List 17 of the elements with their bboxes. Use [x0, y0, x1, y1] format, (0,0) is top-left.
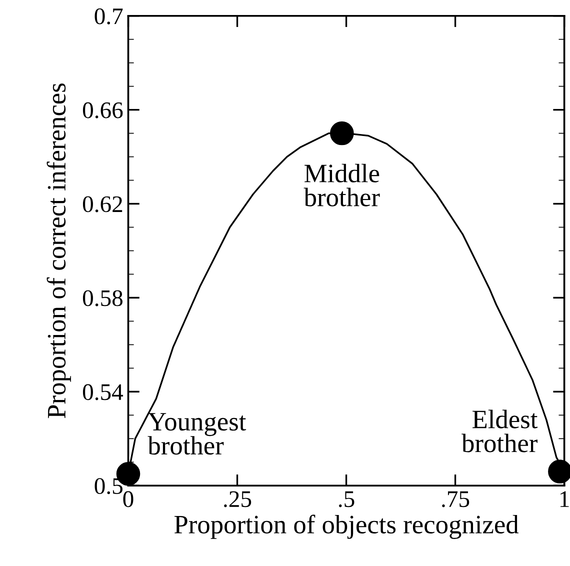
y-tick-label: 0.54: [82, 384, 124, 400]
y-tick-label: 0.66: [82, 102, 123, 118]
x-tick-label: 1: [560, 491, 569, 507]
y-tick-label: 0.58: [82, 290, 122, 306]
x-axis-title: Proportion of objects recognized: [174, 514, 519, 539]
y-tick-label: 0.5: [94, 478, 122, 494]
annotation: Youngest brother: [148, 413, 246, 455]
annotation: Middle brother: [304, 164, 380, 206]
y-tick-label: 0.62: [82, 196, 122, 212]
y-tick-label: 0.7: [94, 8, 123, 24]
x-tick-label: .25: [224, 491, 252, 508]
point: [330, 121, 354, 146]
x-tick-label: 0: [123, 491, 134, 508]
x-tick-label: .75: [442, 491, 470, 508]
x-tick-label: .5: [338, 491, 354, 508]
y-axis-title: Proportion of correct inferences: [46, 84, 71, 418]
annotation: Eldest brother: [462, 410, 538, 452]
